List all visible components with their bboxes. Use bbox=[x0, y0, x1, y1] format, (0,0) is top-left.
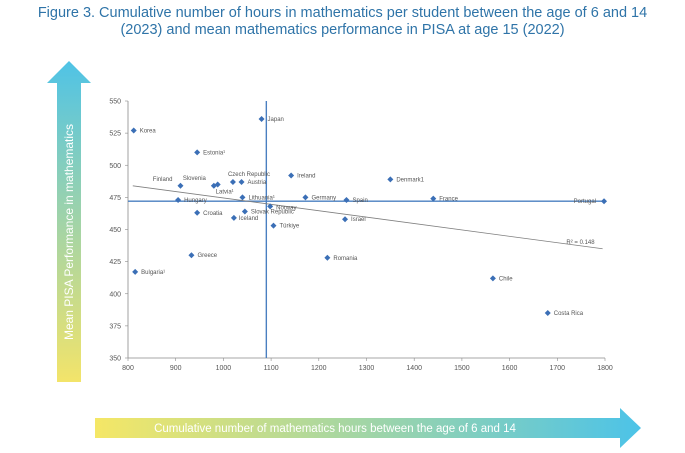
y-tick-label: 425 bbox=[109, 259, 121, 266]
plot-area: 800 900 1000 1100 1200 1300 1400 1500 1600 1700 18… bbox=[109, 99, 613, 373]
data-point-marker bbox=[214, 181, 221, 188]
data-point-marker bbox=[230, 214, 237, 221]
data-point-marker bbox=[544, 310, 551, 317]
data-point-label: Czech Republic bbox=[228, 172, 270, 178]
data-point-marker bbox=[194, 149, 201, 156]
data-point-label: Slovak Republic bbox=[251, 210, 294, 216]
data-point-label: Denmark1 bbox=[396, 177, 424, 183]
data-point-marker bbox=[177, 182, 184, 189]
data-point-label: Spain bbox=[352, 198, 367, 204]
y-tick-label: 525 bbox=[109, 131, 121, 138]
data-point-label: Portugal bbox=[574, 199, 596, 205]
data-point-label: Austria bbox=[248, 180, 267, 186]
data-point-marker bbox=[175, 196, 182, 203]
data-point-marker bbox=[343, 196, 350, 203]
data-point-label: Israel bbox=[351, 217, 366, 223]
data-point-marker bbox=[601, 198, 608, 205]
data-point-marker bbox=[132, 268, 139, 275]
data-point-marker bbox=[238, 178, 245, 185]
data-point-marker bbox=[324, 254, 331, 261]
x-tick-label: 900 bbox=[170, 365, 182, 372]
data-point-marker bbox=[229, 178, 236, 185]
figure-title-line-2: (2023) and mean mathematics performance … bbox=[120, 22, 565, 38]
y-tick-label: 450 bbox=[109, 227, 121, 234]
data-point-label: Estonia¹ bbox=[203, 150, 225, 156]
data-point-label: Greece bbox=[197, 253, 217, 259]
data-point-marker bbox=[270, 222, 277, 229]
x-tick-label: 1400 bbox=[406, 365, 422, 372]
x-tick-label: 1800 bbox=[597, 365, 613, 372]
y-tick-label: 550 bbox=[109, 99, 121, 106]
data-point-label: Iceland bbox=[239, 216, 258, 222]
x-tick-label: 1500 bbox=[454, 365, 470, 372]
data-point-marker bbox=[288, 172, 295, 179]
x-tick-label: 1300 bbox=[359, 365, 375, 372]
data-point-label: Norway bbox=[276, 205, 296, 211]
data-point-label: Bulgaria¹ bbox=[141, 270, 165, 276]
data-point-label: Slovenia bbox=[183, 176, 207, 182]
data-point-marker bbox=[258, 115, 265, 122]
x-tick-label: 1000 bbox=[216, 365, 232, 372]
data-point-label: Japan bbox=[268, 117, 284, 123]
data-point-label: Croatia bbox=[203, 211, 223, 217]
trend-line bbox=[132, 185, 603, 250]
x-tick-label: 1600 bbox=[502, 365, 518, 372]
r-squared-label: R² = 0.148 bbox=[566, 240, 595, 246]
x-tick-label: 800 bbox=[122, 365, 134, 372]
x-tick-label: 1200 bbox=[311, 365, 327, 372]
x-tick-label: 1100 bbox=[264, 365, 279, 372]
data-point-marker bbox=[239, 194, 246, 201]
figure-title-line-1: Figure 3. Cumulative number of hours in … bbox=[37, 5, 648, 21]
data-point-marker bbox=[302, 194, 309, 201]
data-point-marker bbox=[342, 216, 349, 223]
data-point-label: Latvia¹ bbox=[216, 190, 234, 196]
x-tick-label: 1700 bbox=[550, 365, 566, 372]
data-point-label: Costa Rica bbox=[554, 311, 584, 317]
y-axis-label: Mean PISA Performance in mathematics bbox=[62, 124, 76, 340]
y-tick-label: 350 bbox=[109, 356, 121, 363]
x-axis-arrow: Cumulative number of mathematics hours b… bbox=[95, 408, 641, 448]
data-point-label: Lithuania¹ bbox=[248, 195, 274, 201]
data-point-marker bbox=[130, 127, 137, 134]
data-point-label: France bbox=[439, 197, 458, 203]
data-point-marker bbox=[489, 275, 496, 282]
data-point-marker bbox=[188, 252, 195, 259]
data-point-label: Romania bbox=[333, 256, 358, 262]
data-point-marker bbox=[387, 176, 394, 183]
data-point-label: Chile bbox=[499, 276, 513, 282]
y-tick-label: 400 bbox=[109, 291, 121, 298]
data-point-label: Finland bbox=[153, 177, 173, 183]
y-tick-label: 475 bbox=[109, 195, 121, 202]
data-point-label: Korea bbox=[140, 129, 157, 135]
x-axis-label: Cumulative number of mathematics hours b… bbox=[154, 423, 516, 435]
data-point-marker bbox=[194, 209, 201, 216]
data-point-label: Türkiye bbox=[279, 224, 299, 230]
y-tick-label: 375 bbox=[109, 323, 121, 330]
data-point-label: Ireland bbox=[297, 174, 315, 180]
data-point-label: Hungary bbox=[184, 198, 207, 204]
y-tick-label: 500 bbox=[109, 163, 121, 170]
figure-title: Figure 3. Cumulative number of hours in … bbox=[0, 5, 685, 39]
data-point-label: Germany bbox=[311, 195, 336, 201]
data-point-marker bbox=[430, 195, 437, 202]
data-point-marker bbox=[241, 208, 248, 215]
data-point-marker bbox=[267, 203, 274, 210]
y-axis-arrow: Mean PISA Performance in mathematics bbox=[47, 61, 91, 382]
